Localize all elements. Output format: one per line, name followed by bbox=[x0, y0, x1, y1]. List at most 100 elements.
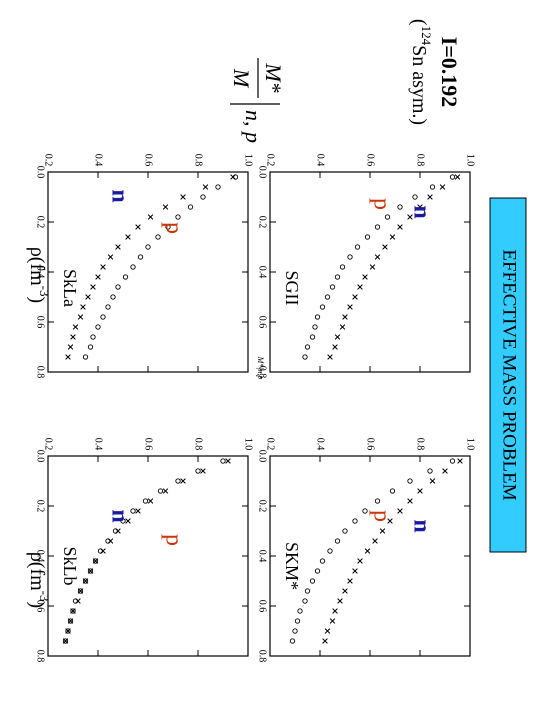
x-tick-label: 0.4 bbox=[35, 550, 46, 563]
panel-name: SKM* bbox=[282, 542, 302, 590]
point-p bbox=[112, 528, 119, 534]
point-p bbox=[334, 274, 341, 280]
point-n bbox=[427, 194, 433, 200]
point-n bbox=[334, 334, 341, 340]
point-n bbox=[115, 244, 121, 250]
x-tick-label: 0.2 bbox=[35, 500, 46, 513]
panel-name: SGII bbox=[282, 271, 302, 306]
point-p bbox=[449, 174, 456, 180]
ylabel-subscript: n, p bbox=[241, 110, 266, 143]
point-p bbox=[65, 628, 71, 634]
point-p bbox=[90, 334, 96, 340]
point-p bbox=[195, 468, 201, 474]
point-p bbox=[302, 598, 308, 604]
point-p bbox=[347, 254, 353, 260]
point-p bbox=[82, 578, 89, 584]
xlabel-close: ) bbox=[26, 602, 48, 609]
point-n bbox=[162, 488, 169, 494]
point-n bbox=[147, 214, 154, 220]
point-p bbox=[82, 354, 89, 360]
point-p bbox=[329, 284, 336, 290]
ylabel-denominator: M bbox=[229, 68, 254, 89]
xlabel-close: ) bbox=[26, 297, 48, 304]
point-p bbox=[309, 578, 316, 584]
point-n bbox=[125, 234, 131, 240]
x-tick-label: 0.6 bbox=[35, 316, 46, 329]
series-label-p: p bbox=[368, 510, 394, 522]
point-n bbox=[382, 244, 388, 250]
point-n bbox=[397, 224, 403, 230]
point-p bbox=[95, 324, 101, 330]
x-tick-label: 0.8 bbox=[35, 650, 46, 663]
point-p bbox=[362, 508, 368, 514]
point-p bbox=[289, 638, 296, 644]
y-tick-label: 0.4 bbox=[93, 154, 104, 167]
point-n bbox=[162, 204, 169, 210]
y-tick-label: 0.4 bbox=[315, 438, 326, 451]
point-n bbox=[65, 354, 71, 360]
point-n bbox=[200, 468, 206, 474]
point-p bbox=[200, 194, 206, 200]
point-p bbox=[297, 608, 303, 614]
point-p bbox=[92, 558, 99, 564]
point-n bbox=[362, 274, 368, 280]
point-p bbox=[130, 508, 136, 514]
point-p bbox=[155, 234, 161, 240]
point-p bbox=[324, 294, 331, 300]
point-p bbox=[374, 498, 381, 504]
xlabel-exponent: -3 bbox=[37, 286, 52, 297]
point-n bbox=[342, 314, 348, 320]
svg-text:ρ(fm-3): ρ(fm-3) bbox=[26, 552, 52, 608]
panel-name: SkLb bbox=[60, 546, 80, 585]
point-p bbox=[319, 304, 326, 310]
y-tick-label: 0.4 bbox=[93, 438, 104, 451]
y-tick-label: 1.0 bbox=[465, 438, 476, 451]
x-tick-label: 0.6 bbox=[35, 600, 46, 613]
point-p bbox=[389, 488, 396, 494]
point-n bbox=[352, 294, 358, 300]
point-n bbox=[107, 254, 114, 260]
point-n bbox=[357, 284, 363, 290]
point-p bbox=[374, 224, 381, 230]
y-tick-label: 0.6 bbox=[143, 154, 154, 167]
point-p bbox=[67, 618, 74, 624]
series-label-n: n bbox=[106, 509, 132, 522]
y-tick-label: 0.6 bbox=[365, 154, 376, 167]
point-n bbox=[85, 294, 91, 300]
point-p bbox=[407, 478, 413, 484]
point-n bbox=[70, 334, 76, 340]
banner-background bbox=[489, 197, 527, 553]
x-tick-label: 0.2 bbox=[257, 500, 268, 513]
point-n bbox=[225, 458, 231, 464]
x-tick-label: 0.2 bbox=[35, 216, 46, 229]
point-n bbox=[67, 344, 74, 350]
point-p bbox=[130, 264, 136, 270]
point-n bbox=[324, 628, 331, 634]
point-n bbox=[180, 194, 186, 200]
point-p bbox=[339, 264, 346, 270]
point-p bbox=[427, 468, 433, 474]
point-n bbox=[135, 224, 141, 230]
point-p bbox=[314, 568, 321, 574]
y-tick-label: 0.6 bbox=[143, 438, 154, 451]
point-n bbox=[80, 304, 86, 310]
point-p bbox=[352, 518, 358, 524]
point-p bbox=[142, 498, 149, 504]
point-p bbox=[312, 324, 318, 330]
x-tick-label: 0.0 bbox=[35, 166, 46, 179]
y-tick-label: 0.4 bbox=[315, 154, 326, 167]
point-n bbox=[135, 508, 141, 514]
point-p bbox=[100, 314, 106, 320]
point-p bbox=[72, 598, 79, 604]
point-n bbox=[337, 598, 343, 604]
point-p bbox=[354, 244, 361, 250]
point-p bbox=[397, 204, 403, 210]
point-n bbox=[374, 254, 381, 260]
point-n bbox=[342, 588, 348, 594]
overlap-label: M*|n,p bbox=[256, 356, 265, 380]
x-tick-label: 0.6 bbox=[257, 316, 268, 329]
point-n bbox=[147, 498, 154, 504]
point-n bbox=[439, 184, 446, 190]
point-p bbox=[302, 354, 308, 360]
x-tick-label: 0.0 bbox=[35, 450, 46, 463]
